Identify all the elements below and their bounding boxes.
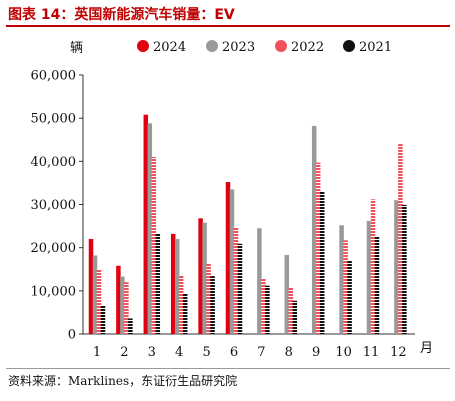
bar-2021-5 xyxy=(210,276,215,334)
x-tick-label: 2 xyxy=(120,345,128,360)
x-tick-label: 4 xyxy=(175,345,183,360)
legend-label-2024: 2024 xyxy=(153,40,186,55)
y-axis-unit-label: 辆 xyxy=(70,41,83,56)
legend-label-2021: 2021 xyxy=(359,40,392,55)
legend-marker-2021 xyxy=(343,40,355,52)
bar-2023-9 xyxy=(311,125,317,334)
bar-2022-8 xyxy=(288,287,294,334)
x-tick-label: 6 xyxy=(230,345,238,360)
y-tick-label: 10,000 xyxy=(31,284,77,299)
bar-2023-12 xyxy=(394,200,399,334)
bar-2023-1 xyxy=(92,255,98,334)
bar-2022-7 xyxy=(261,278,266,334)
bar-2024-4 xyxy=(170,233,176,334)
x-tick-label: 1 xyxy=(93,345,101,360)
x-tick-label: 12 xyxy=(390,345,407,360)
x-tick-label: 5 xyxy=(202,345,210,360)
bar-2021-7 xyxy=(265,285,270,334)
y-tick-label: 40,000 xyxy=(31,155,77,170)
bar-2021-8 xyxy=(292,300,298,334)
y-tick-label: 0 xyxy=(68,328,76,343)
bar-2021-1 xyxy=(100,305,106,334)
bar-2023-6 xyxy=(229,189,235,334)
x-tick-label: 8 xyxy=(285,345,293,360)
y-tick-label: 20,000 xyxy=(31,241,77,256)
legend-marker-2023 xyxy=(206,40,218,52)
legend-label-2023: 2023 xyxy=(222,40,255,55)
bar-2023-8 xyxy=(284,255,290,334)
source-note: 资料来源：Marklines，东证衍生品研究院 xyxy=(8,374,238,388)
bar-2022-6 xyxy=(233,227,239,334)
legend-marker-2022 xyxy=(275,40,287,52)
x-tick-label: 10 xyxy=(335,345,352,360)
bar-2021-9 xyxy=(319,191,325,334)
bar-2021-12 xyxy=(402,204,407,334)
legend-label-2022: 2022 xyxy=(291,40,324,55)
bar-2022-9 xyxy=(315,162,321,334)
bar-2024-2 xyxy=(116,265,121,334)
bar-2022-5 xyxy=(206,263,211,334)
bar-2023-10 xyxy=(339,225,344,334)
x-tick-label: 11 xyxy=(363,345,380,360)
bar-2023-11 xyxy=(366,220,372,334)
bar-2022-12 xyxy=(398,144,403,334)
bar-2023-2 xyxy=(120,276,125,334)
bar-2021-10 xyxy=(347,261,352,334)
bar-2021-11 xyxy=(374,236,380,334)
bar-2023-3 xyxy=(147,123,153,334)
source-rule xyxy=(6,368,450,369)
legend: 2024 2023 2022 2021 xyxy=(137,40,392,55)
bar-2024-3 xyxy=(143,114,149,334)
bar-2022-2 xyxy=(124,282,129,334)
bar-2022-11 xyxy=(370,199,376,334)
y-tick-label: 50,000 xyxy=(31,112,77,127)
x-axis-unit-label: 月 xyxy=(420,341,433,356)
bar-2023-4 xyxy=(174,239,180,334)
bar-2023-5 xyxy=(202,222,207,334)
bar-2021-4 xyxy=(182,293,188,334)
bar-2024-5 xyxy=(198,218,203,334)
bar-2023-7 xyxy=(257,228,262,334)
x-tick-label: 3 xyxy=(148,345,156,360)
bar-2024-1 xyxy=(88,239,94,334)
bar-2022-1 xyxy=(96,269,102,334)
title-rule xyxy=(6,25,450,27)
bar-2021-6 xyxy=(237,243,243,334)
bar-2022-10 xyxy=(343,240,348,334)
y-tick-label: 30,000 xyxy=(31,198,77,213)
bar-2024-6 xyxy=(225,182,231,334)
bars xyxy=(88,114,407,334)
bar-2022-4 xyxy=(178,274,184,334)
bar-2021-3 xyxy=(155,233,161,334)
bar-2022-3 xyxy=(151,157,157,334)
y-tick-label: 60,000 xyxy=(31,69,77,84)
figure-title: 图表 14：英国新能源汽车销量：EV xyxy=(8,7,235,23)
x-tick-label: 9 xyxy=(312,345,320,360)
bar-2021-2 xyxy=(128,318,133,334)
legend-marker-2024 xyxy=(137,40,149,52)
x-tick-label: 7 xyxy=(257,345,265,360)
